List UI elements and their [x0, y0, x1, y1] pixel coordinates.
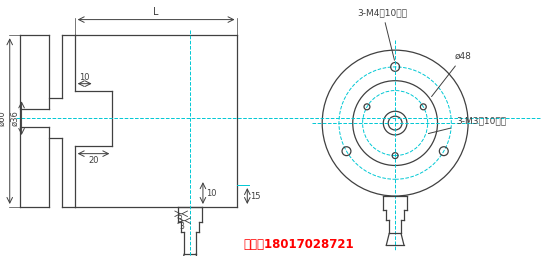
- Text: 10: 10: [79, 73, 90, 82]
- Text: 手机：18017028721: 手机：18017028721: [243, 238, 354, 251]
- Text: 3: 3: [180, 222, 185, 231]
- Text: ø36: ø36: [10, 110, 19, 126]
- Text: 20: 20: [88, 156, 99, 165]
- Text: 3: 3: [178, 215, 183, 224]
- Text: 3-M4深10均布: 3-M4深10均布: [358, 8, 408, 60]
- Text: 15: 15: [250, 191, 261, 200]
- Text: L: L: [153, 7, 159, 17]
- Text: ø60: ø60: [0, 110, 7, 126]
- Text: 10: 10: [206, 189, 216, 198]
- Text: ø48: ø48: [431, 52, 471, 96]
- Text: 3-M3深10均布: 3-M3深10均布: [428, 116, 506, 134]
